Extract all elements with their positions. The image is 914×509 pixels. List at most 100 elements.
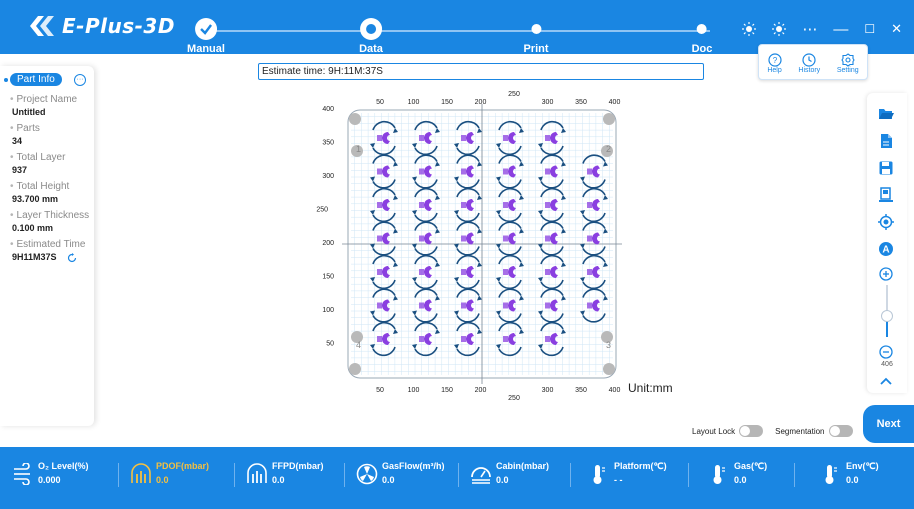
step-data[interactable]: Data — [359, 18, 383, 55]
help-menu-setting[interactable]: Setting — [837, 52, 859, 74]
part-tab — [461, 235, 466, 242]
part-arrow — [496, 210, 501, 215]
part-tab — [419, 235, 424, 242]
part-arrow — [454, 277, 459, 282]
y-tick-label-left: 250 — [316, 207, 328, 214]
thermometer-icon — [593, 465, 605, 484]
thermometer-icon — [713, 465, 725, 484]
part-arrow — [580, 277, 585, 282]
step-manual[interactable]: Manual — [187, 18, 225, 55]
part-arrow — [393, 195, 398, 200]
part-arc-bottom — [456, 313, 480, 323]
part-arrow — [580, 176, 585, 182]
help-menu-history[interactable]: History — [798, 52, 821, 74]
layout-toggles: Layout Lock Segmentation — [692, 425, 861, 437]
part-arrow — [561, 329, 566, 334]
metric-title: Env(℃) — [846, 461, 879, 471]
part-tab — [545, 235, 550, 242]
part-arrow — [538, 176, 543, 182]
part-body — [466, 266, 474, 278]
part-arc-top — [456, 187, 480, 198]
slice-icon[interactable] — [878, 187, 894, 203]
part-arrow — [603, 161, 608, 167]
next-button[interactable]: Next — [863, 405, 914, 443]
step-print[interactable]: Print — [523, 18, 549, 55]
status-divider — [688, 463, 689, 487]
part-tab — [461, 302, 466, 309]
part-arc-top — [372, 254, 396, 265]
printed-part — [412, 321, 440, 357]
part-arc-top — [498, 221, 522, 231]
file-icon[interactable] — [878, 133, 894, 149]
layout-lock-toggle[interactable] — [739, 425, 764, 437]
x-tick-label-top: 50 — [376, 99, 384, 106]
part-arrow — [496, 243, 501, 249]
minimize-icon[interactable]: — — [833, 20, 849, 38]
maximize-icon[interactable]: ☐ — [864, 22, 876, 36]
step-doc[interactable]: Doc — [692, 18, 712, 55]
gauge-icon — [471, 467, 491, 484]
more-options-icon[interactable]: ··· — [74, 74, 86, 86]
part-body — [382, 299, 390, 312]
corner-marker — [603, 113, 615, 125]
part-arrow — [477, 228, 482, 234]
collapse-icon[interactable] — [878, 373, 894, 389]
part-arc-bottom — [540, 346, 564, 357]
part-body — [592, 199, 600, 211]
metric-value: 0.0 — [156, 475, 169, 485]
folder-open-icon[interactable] — [878, 106, 894, 122]
printed-part — [412, 154, 440, 189]
part-arrow — [603, 228, 608, 234]
part-body — [424, 266, 432, 278]
corner-label: 4 — [356, 340, 361, 350]
y-tick-label-left: 200 — [322, 240, 334, 247]
y-tick-label-left: 100 — [322, 307, 334, 314]
part-arrow — [412, 310, 417, 316]
part-arc-bottom — [456, 346, 480, 357]
printed-part — [454, 187, 482, 223]
more-icon[interactable]: ⋯ — [802, 21, 818, 38]
sun-icon[interactable] — [772, 22, 787, 36]
part-tab — [587, 269, 592, 275]
part-tab — [503, 235, 508, 242]
auto-layout-icon[interactable]: A — [878, 241, 894, 257]
info-value-row: 9H11M37S — [12, 251, 94, 263]
part-arc-top — [540, 120, 564, 131]
part-arc-top — [372, 187, 396, 198]
target-icon[interactable] — [878, 214, 894, 230]
save-icon[interactable] — [878, 160, 894, 176]
zoom-slider-handle[interactable] — [881, 310, 893, 322]
part-info-tab[interactable]: Part Info — [10, 73, 62, 86]
build-plate-view[interactable]: 1 2 3 4 50 50 100 100 150 150 200 200 250 250 300 300 35… — [300, 80, 630, 408]
metric-cabin: Cabin(mbar) 0.0 — [470, 461, 549, 486]
x-tick-label-top: 350 — [575, 99, 587, 106]
x-tick-label-top: 200 — [475, 99, 487, 106]
part-body — [424, 165, 432, 178]
part-tab — [503, 135, 508, 141]
part-arc-bottom — [540, 179, 564, 189]
part-arrow — [477, 295, 482, 301]
part-arc-bottom — [582, 313, 606, 323]
part-arc-top — [540, 154, 564, 164]
close-icon[interactable]: ✕ — [891, 21, 902, 36]
printed-part — [454, 120, 482, 156]
zoom-in-icon[interactable] — [878, 266, 894, 282]
help-menu-help[interactable]: ? Help — [767, 52, 782, 74]
part-tab — [587, 235, 592, 242]
corner-label: 1 — [356, 144, 361, 154]
status-divider — [344, 463, 345, 487]
x-tick-label-bottom: 350 — [575, 387, 587, 394]
history-label: History — [798, 66, 821, 74]
x-tick-label-bottom: 200 — [475, 387, 487, 394]
printed-part — [496, 221, 524, 256]
sun-icon[interactable] — [742, 22, 757, 36]
refresh-icon[interactable] — [67, 252, 77, 263]
zoom-out-icon[interactable] — [878, 344, 894, 360]
help-icon: ? — [767, 52, 782, 67]
metric-title: Cabin(mbar) — [496, 461, 550, 471]
corner-label: 2 — [606, 144, 611, 154]
part-arrow — [393, 295, 398, 301]
part-tab — [461, 202, 466, 208]
printed-part — [370, 221, 398, 256]
segmentation-toggle[interactable] — [828, 425, 853, 437]
